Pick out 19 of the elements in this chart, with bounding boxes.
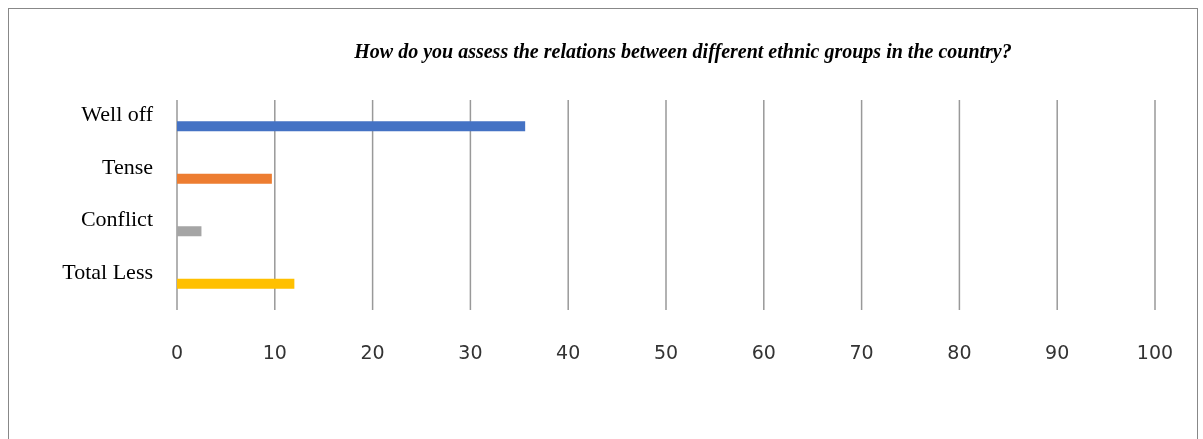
x-tick-label: 100: [1136, 341, 1174, 363]
y-tick-label: Conflict: [80, 206, 153, 232]
x-tick-label: 50: [653, 341, 679, 363]
x-tick-label: 90: [1045, 341, 1070, 363]
y-tick-label: Total Less: [62, 258, 153, 284]
x-tick-label: 20: [360, 341, 385, 363]
x-tick-label: 60: [751, 341, 776, 363]
x-tick-label: 10: [262, 341, 287, 363]
y-tick-label: Tense: [102, 153, 153, 179]
bar: [177, 278, 295, 289]
x-tick-label: 0: [170, 341, 184, 363]
bar: [177, 173, 272, 184]
chart-title: How do you assess the relations between different ethnic groups in the country?: [353, 40, 1012, 63]
x-tick-label: 80: [947, 341, 972, 363]
x-tick-label: 30: [458, 341, 483, 363]
x-tick-label: 70: [849, 341, 874, 363]
bar: [177, 121, 526, 132]
y-tick-label: Well off: [81, 101, 154, 127]
x-tick-label: 40: [556, 341, 581, 363]
